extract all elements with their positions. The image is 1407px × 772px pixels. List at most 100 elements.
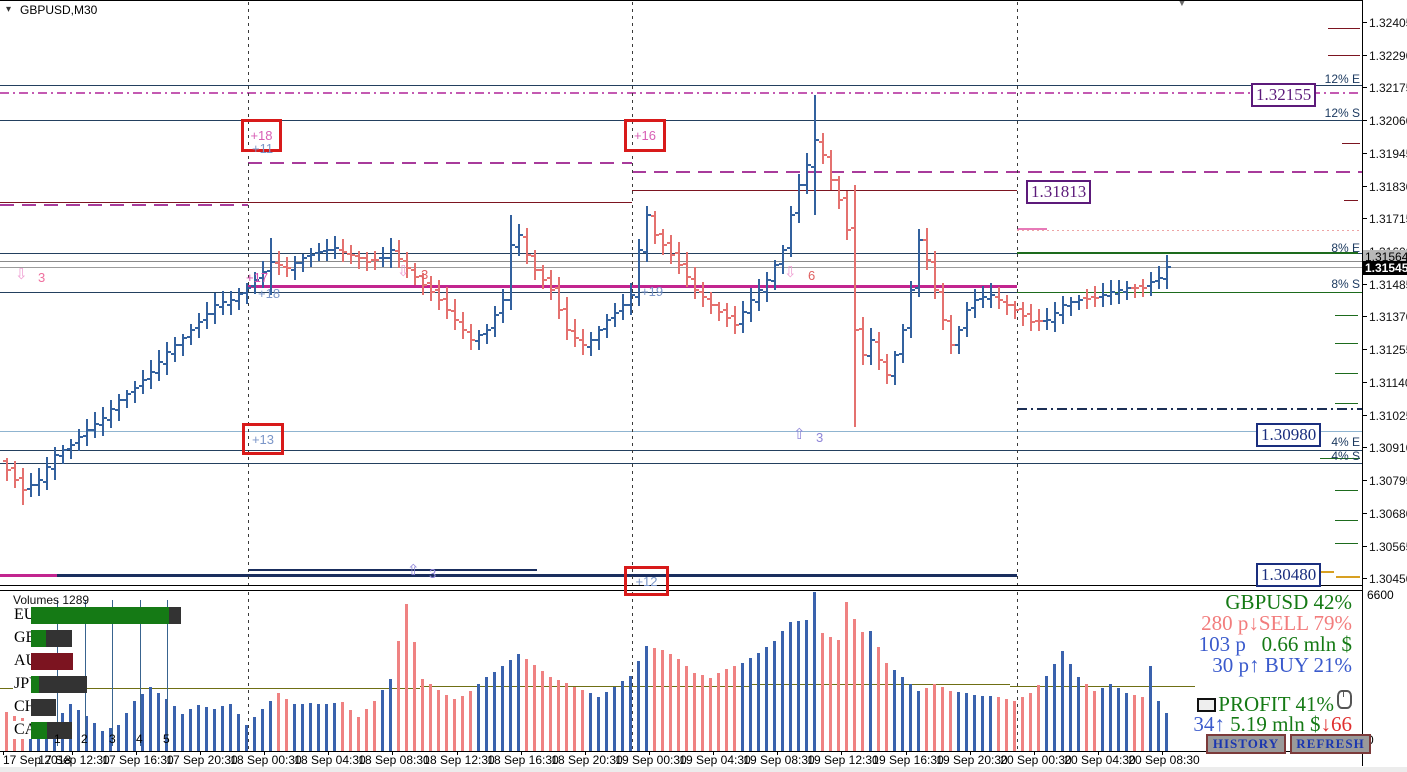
volume-bar [685, 665, 688, 751]
level-line [0, 202, 632, 203]
session-separator-line [1017, 592, 1018, 751]
time-axis-label: 17 Sep 12:30 [38, 753, 110, 767]
strength-bar-segment [31, 653, 74, 670]
ohlc-close-tick [272, 261, 275, 264]
ohlc-close-tick [552, 288, 555, 291]
ohlc-bar-range [662, 229, 664, 255]
ohlc-open-tick [907, 326, 910, 329]
ohlc-open-tick [651, 215, 654, 218]
market-stat-line: 280 p↓SELL 79% [1201, 611, 1352, 636]
volume-bar [1133, 694, 1136, 751]
strength-bar-segment [31, 607, 169, 624]
ohlc-bar-range [1038, 309, 1040, 332]
time-tick [906, 751, 907, 755]
time-axis-label: 18 Sep 08:30 [358, 753, 430, 767]
ohlc-bar-range [622, 293, 624, 321]
refresh-button[interactable]: REFRESH [1290, 734, 1371, 754]
volume-bar [149, 687, 152, 751]
ohlc-bar-range [630, 283, 632, 315]
price-axis-label: 1.32175 [1369, 81, 1407, 95]
ohlc-bar-range [1078, 294, 1080, 311]
ohlc-close-tick [128, 392, 131, 395]
ohlc-close-tick [480, 333, 483, 336]
volume-bar [1053, 663, 1056, 751]
volume-bar [445, 694, 448, 751]
volume-bar [421, 678, 424, 751]
price-axis-label: 1.32290 [1369, 49, 1407, 63]
collapse-icon[interactable]: ▾ [6, 4, 12, 15]
ohlc-open-tick [755, 300, 758, 303]
ohlc-close-tick [48, 466, 51, 469]
ohlc-close-tick [584, 344, 587, 347]
ohlc-close-tick [688, 276, 691, 279]
history-button[interactable]: HISTORY [1206, 734, 1286, 754]
volume-bar [405, 604, 408, 751]
sell-arrow-icon: ⇩ [397, 263, 410, 280]
ohlc-close-tick [1032, 321, 1035, 324]
ohlc-close-tick [760, 288, 763, 291]
time-axis-label: 19 Sep 04:30 [679, 753, 751, 767]
volume-bar [597, 696, 600, 751]
ohlc-bar-range [558, 277, 560, 320]
ohlc-close-tick [832, 179, 835, 182]
ohlc-open-tick [307, 255, 310, 258]
volume-bar [997, 697, 1000, 751]
volume-bar [789, 621, 792, 751]
volume-bar [637, 660, 640, 751]
price-tick [1362, 218, 1367, 219]
volume-bar [973, 694, 976, 751]
ohlc-bar-range [1046, 308, 1048, 331]
ohlc-bar-range [1142, 279, 1144, 297]
ohlc-close-tick [608, 319, 611, 322]
price-axis-label: 1.31140 [1369, 376, 1407, 390]
ohlc-bar-range [438, 280, 440, 310]
price-tick [1362, 153, 1367, 154]
ohlc-bar-range [1006, 294, 1008, 315]
level-line [1335, 490, 1358, 491]
ohlc-open-tick [1003, 300, 1006, 303]
ohlc-open-tick [939, 291, 942, 294]
ohlc-open-tick [971, 306, 974, 309]
price-axis-label: 1.31370 [1369, 310, 1407, 324]
ohlc-open-tick [643, 251, 646, 254]
ohlc-bar-range [798, 174, 800, 223]
ohlc-open-tick [299, 262, 302, 265]
ohlc-open-tick [611, 316, 614, 319]
ohlc-open-tick [139, 384, 142, 387]
ohlc-close-tick [1096, 296, 1099, 299]
ohlc-open-tick [11, 467, 14, 470]
ohlc-bar-range [886, 354, 888, 385]
level-line [1336, 576, 1360, 578]
ohlc-bar-range [78, 428, 80, 451]
ohlc-open-tick [435, 289, 438, 292]
ohlc-close-tick [456, 319, 459, 322]
ohlc-close-tick [952, 344, 955, 347]
ohlc-close-tick [136, 387, 139, 390]
volume-bar [869, 631, 872, 751]
price-axis-label: 1.31715 [1369, 212, 1407, 226]
positions-summary-line: 34↑ 5.19 mln $↓66 [1193, 712, 1352, 737]
time-tick [72, 751, 73, 755]
ohlc-close-tick [296, 262, 299, 265]
ohlc-open-tick [547, 276, 550, 279]
level-line [57, 574, 1017, 577]
time-tick [200, 751, 201, 755]
time-tick [328, 751, 329, 755]
volume-bar [957, 691, 960, 751]
ohlc-open-tick [803, 183, 806, 186]
ohlc-close-tick [1016, 309, 1019, 312]
scroll-to-end-icon[interactable]: ▼ [1177, 0, 1187, 9]
session-separator-line [632, 2, 633, 585]
volume-bar [845, 602, 848, 751]
ohlc-bar-range [318, 242, 320, 262]
ohlc-close-tick [224, 301, 227, 304]
volume-bar [765, 646, 768, 751]
level-line [1017, 408, 1362, 410]
level-line [750, 684, 1010, 685]
signal-box: +12 [624, 566, 669, 596]
ohlc-close-tick [616, 311, 619, 314]
ohlc-close-tick [192, 329, 195, 331]
ohlc-bar-range [990, 283, 992, 309]
ohlc-bar-range [550, 270, 552, 300]
level-line [632, 190, 1017, 191]
